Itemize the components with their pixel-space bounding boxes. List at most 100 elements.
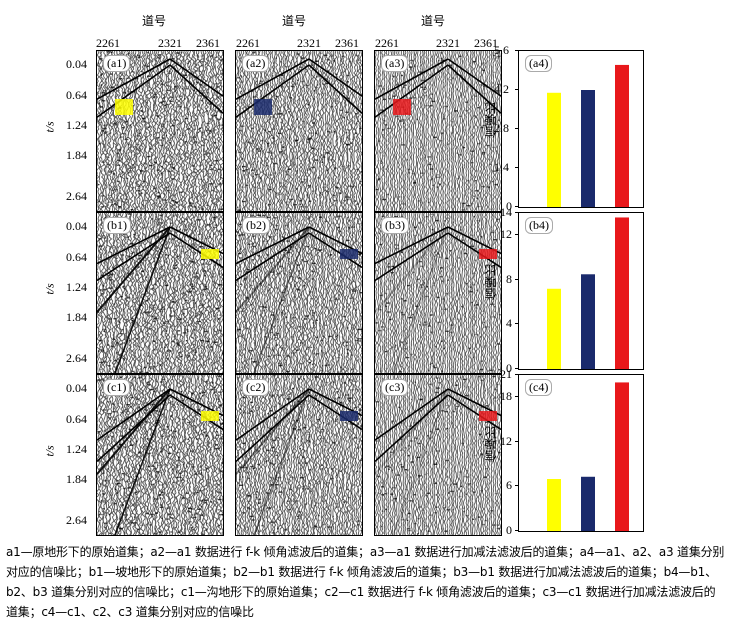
chart-y-tick: 4.2 bbox=[494, 82, 509, 96]
chart-y-tick: 12 bbox=[500, 433, 512, 448]
snr-window-box bbox=[393, 99, 411, 115]
panel-label: (c3) bbox=[381, 379, 409, 396]
panel-c1: (c1) bbox=[96, 374, 224, 536]
panel-label: (c1) bbox=[103, 379, 131, 396]
panel-c3: (c3) bbox=[374, 374, 502, 536]
x-tick: 2261 bbox=[236, 36, 260, 50]
time-tick-label: 0.64 bbox=[66, 412, 87, 426]
snr-window-box bbox=[254, 99, 272, 115]
bar bbox=[581, 274, 595, 369]
chart-y-tickmark bbox=[515, 167, 518, 168]
bar-chart-b4: (b4) bbox=[518, 212, 644, 370]
bar bbox=[615, 64, 629, 207]
seismic-gather-image bbox=[375, 213, 501, 373]
x-tick: 2361 bbox=[196, 36, 220, 50]
snr-window-box bbox=[201, 411, 219, 421]
snr-window-box bbox=[340, 411, 358, 421]
chart-label: (c4) bbox=[525, 379, 553, 396]
snr-axis-label: 信噪比 bbox=[484, 102, 498, 138]
panel-b2: (b2) bbox=[235, 212, 363, 374]
bar bbox=[615, 217, 629, 369]
time-axis-label: t/s bbox=[42, 283, 57, 295]
chart-y-tickmark bbox=[515, 368, 518, 369]
chart-y-tickmark bbox=[515, 89, 518, 90]
time-tick-label: 0.64 bbox=[66, 88, 87, 102]
column-header-3: 道号 bbox=[421, 14, 446, 28]
seismic-gather-image bbox=[97, 51, 223, 211]
seismic-gather-image bbox=[97, 375, 223, 535]
time-tick-label: 1.84 bbox=[66, 472, 87, 486]
snr-window-box bbox=[479, 411, 497, 421]
bar bbox=[547, 479, 561, 531]
column-header-2: 道号 bbox=[282, 14, 307, 28]
chart-y-tickmark bbox=[515, 396, 518, 398]
seismic-gather-image bbox=[236, 213, 362, 373]
chart-y-tick: 14 bbox=[500, 205, 512, 219]
panel-a3: (a3) bbox=[374, 50, 502, 212]
chart-y-tick: 12 bbox=[500, 227, 512, 242]
bar bbox=[615, 382, 629, 531]
chart-y-tick: 18 bbox=[500, 389, 512, 404]
chart-y-tick: 0 bbox=[506, 199, 512, 213]
panel-a1: (a1) bbox=[96, 50, 224, 212]
chart-y-tick: 1.4 bbox=[494, 160, 509, 174]
chart-y-tick: 5.6 bbox=[494, 43, 509, 57]
snr-window-box bbox=[340, 249, 358, 259]
figure-caption: a1—原地形下的原始道集；a2—a1 数据进行 f-k 倾角滤波后的道集；a3—… bbox=[6, 545, 725, 619]
time-tick-label: 0.04 bbox=[66, 219, 87, 233]
chart-y-tick: 4 bbox=[506, 316, 512, 331]
chart-y-tickmark bbox=[515, 530, 518, 531]
chart-y-tick: 2.8 bbox=[494, 121, 509, 135]
time-axis-label: t/s bbox=[42, 121, 57, 133]
chart-y-tickmark bbox=[515, 440, 518, 442]
time-tick-label: 0.64 bbox=[66, 250, 87, 264]
panel-label: (a1) bbox=[103, 55, 131, 72]
chart-y-tick: 6 bbox=[506, 478, 512, 493]
panel-label: (b2) bbox=[242, 217, 270, 234]
panel-label: (c2) bbox=[242, 379, 270, 396]
snr-window-box bbox=[115, 99, 133, 115]
chart-y-tickmark bbox=[515, 128, 518, 129]
time-tick-label: 2.64 bbox=[66, 513, 87, 527]
bar bbox=[581, 90, 595, 207]
time-tick-label: 0.04 bbox=[66, 57, 87, 71]
bar bbox=[547, 92, 561, 207]
chart-y-tick: 8 bbox=[506, 271, 512, 286]
seismic-gather-image bbox=[375, 375, 501, 535]
chart-label: (b4) bbox=[525, 217, 553, 234]
bar bbox=[547, 288, 561, 369]
time-tick-label: 2.64 bbox=[66, 351, 87, 365]
x-tick: 2261 bbox=[96, 36, 120, 50]
chart-y-tickmark bbox=[515, 206, 518, 207]
x-tick: 2321 bbox=[436, 36, 460, 50]
panel-a2: (a2) bbox=[235, 50, 363, 212]
seismic-gather-image bbox=[97, 213, 223, 373]
seismic-gather-image bbox=[375, 51, 501, 211]
chart-y-tick: 0 bbox=[506, 523, 512, 537]
panel-label: (b1) bbox=[103, 217, 131, 234]
x-tick: 2321 bbox=[297, 36, 321, 50]
time-tick-label: 1.84 bbox=[66, 310, 87, 324]
panel-c2: (c2) bbox=[235, 374, 363, 536]
time-tick-label: 1.24 bbox=[66, 280, 87, 294]
panel-label: (a3) bbox=[381, 55, 409, 72]
x-tick: 2361 bbox=[335, 36, 359, 50]
chart-y-tickmark bbox=[515, 50, 518, 51]
chart-y-tickmark bbox=[515, 323, 518, 325]
panel-b3: (b3) bbox=[374, 212, 502, 374]
time-tick-label: 2.64 bbox=[66, 189, 87, 203]
seismic-gather-image bbox=[236, 375, 362, 535]
panel-b1: (b1) bbox=[96, 212, 224, 374]
seismic-gather-image bbox=[236, 51, 362, 211]
panel-label: (b3) bbox=[381, 217, 409, 234]
chart-y-tick: 21 bbox=[500, 367, 512, 381]
snr-window-box bbox=[479, 249, 497, 259]
chart-y-tickmark bbox=[515, 485, 518, 487]
bar-chart-c4: (c4) bbox=[518, 374, 644, 532]
chart-y-tickmark bbox=[515, 278, 518, 280]
column-header-1: 道号 bbox=[142, 14, 167, 28]
chart-label: (a4) bbox=[525, 55, 553, 72]
x-tick: 2361 bbox=[474, 36, 498, 50]
panel-label: (a2) bbox=[242, 55, 270, 72]
x-tick: 2261 bbox=[375, 36, 399, 50]
